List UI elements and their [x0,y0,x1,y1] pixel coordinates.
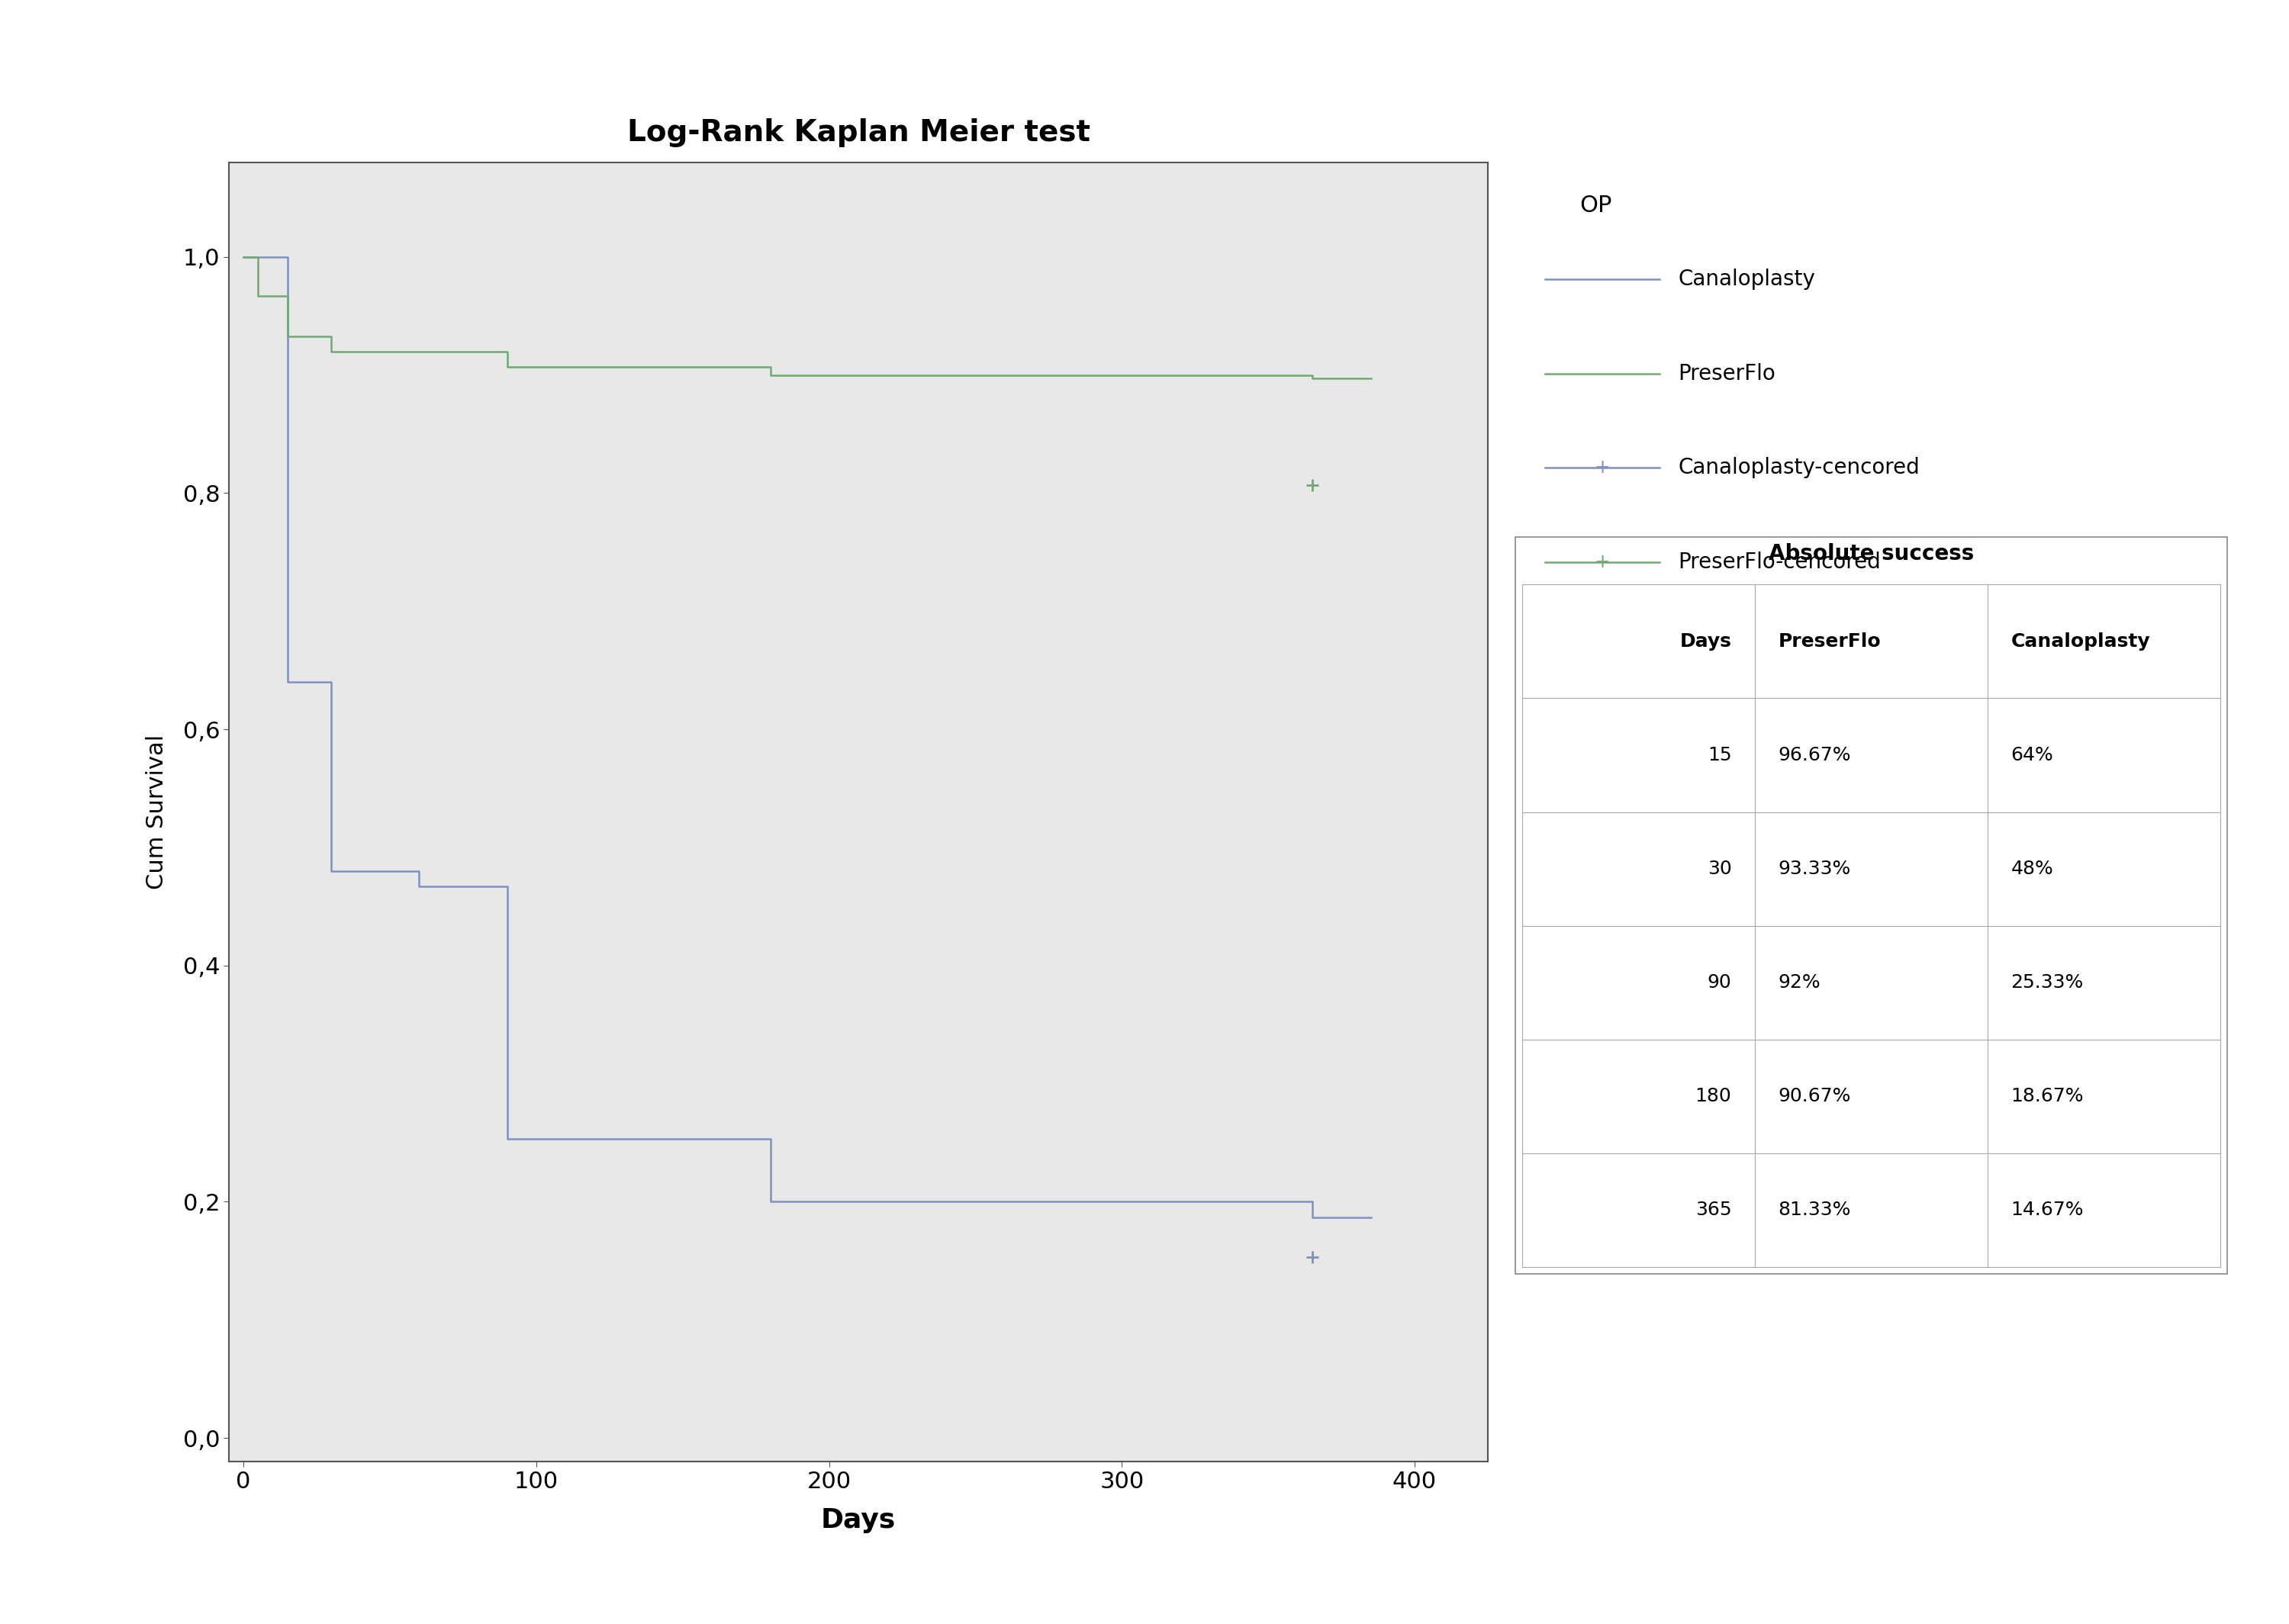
Text: Canaloplasty-cencored: Canaloplasty-cencored [1678,456,1920,479]
X-axis label: Days: Days [822,1507,895,1533]
Text: PreserFlo-cencored: PreserFlo-cencored [1678,551,1882,573]
Text: +: + [1595,552,1609,572]
Text: OP: OP [1579,195,1611,218]
Text: Canaloplasty: Canaloplasty [1678,268,1815,291]
Text: PreserFlo: PreserFlo [1678,362,1776,385]
Text: +: + [1595,458,1609,477]
Title: Log-Rank Kaplan Meier test: Log-Rank Kaplan Meier test [627,119,1090,148]
Y-axis label: Cum Survival: Cum Survival [146,734,167,890]
Text: Absolute success: Absolute success [1769,542,1973,564]
